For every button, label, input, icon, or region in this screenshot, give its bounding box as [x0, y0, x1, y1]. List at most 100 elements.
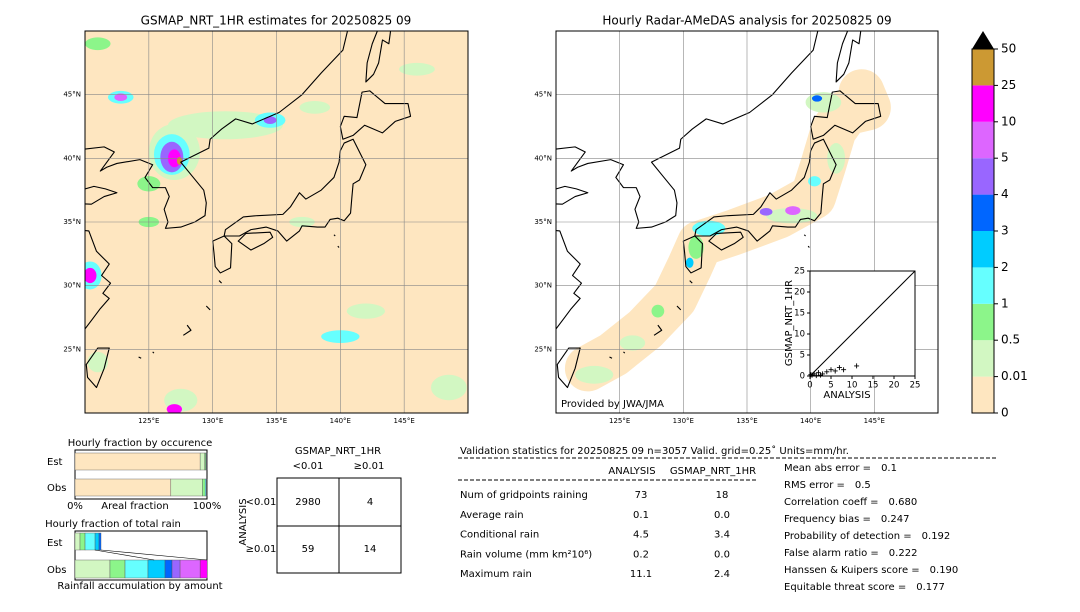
scatter-point [836, 365, 842, 371]
panel-title: Hourly fraction by occurence [68, 438, 212, 449]
panel-title: Hourly fraction of total rain [45, 519, 181, 530]
row-label: Obs [47, 565, 66, 576]
x-tick-label: 100% [193, 501, 222, 512]
stat-value: 0.1 [633, 510, 649, 521]
lat-tick-label: 40°N [63, 154, 81, 162]
colorbar-segment [972, 267, 994, 304]
row-label: Est [47, 457, 63, 468]
lon-tick-label: 145°E [394, 417, 415, 425]
table-title: GSMAP_NRT_1HR [295, 446, 381, 457]
fraction-segment [79, 532, 86, 551]
scatter-point [820, 371, 826, 377]
col-label: ≥0.01 [354, 461, 385, 472]
stats-header: Validation statistics for 20250825 09 n=… [460, 445, 849, 457]
map-frame [555, 30, 939, 414]
y-tick-label: 20 [794, 288, 805, 298]
lon-tick-label: 130°E [202, 417, 223, 425]
score-label: RMS error = [784, 480, 845, 491]
map-title: GSMAP_NRT_1HR estimates for 20250825 09 [141, 14, 412, 28]
x-tick-label: 0% [67, 501, 83, 512]
scatter-point [813, 373, 819, 379]
colorbar-label: 2 [1001, 260, 1009, 274]
colorbar-segment [972, 303, 994, 341]
x-tick-label: 20 [889, 381, 900, 391]
stat-value: 73 [635, 490, 648, 501]
row-label: Est [47, 538, 63, 549]
table-cell: 4 [367, 497, 373, 508]
stat-label: Conditional rain [460, 530, 539, 541]
lat-tick-label: 30°N [534, 282, 552, 290]
lat-tick-label: 45°N [534, 91, 552, 99]
score-label: False alarm ratio = [784, 548, 879, 559]
table-cell: 2980 [295, 497, 320, 508]
y-tick-label: 10 [794, 330, 805, 340]
lon-tick-label: 140°E [330, 417, 351, 425]
lat-tick-label: 30°N [63, 282, 81, 290]
table-cell: 14 [364, 544, 377, 555]
score-value: 0.247 [881, 514, 910, 525]
fraction-segment [171, 559, 181, 579]
score-value: 0.190 [930, 565, 959, 576]
colorbar-label: 3 [1001, 224, 1009, 238]
fraction-segment [74, 452, 201, 471]
score-label: Correlation coeff = [784, 497, 879, 508]
map-frame [84, 30, 469, 414]
lat-tick-label: 35°N [63, 218, 81, 226]
fraction-segment [74, 532, 81, 551]
row-title: ANALYSIS [238, 498, 249, 545]
x-tick-label: 5 [828, 381, 833, 391]
fraction-segment [147, 559, 166, 579]
lon-tick-label: 125°E [609, 417, 630, 425]
y-axis-label: GSMAP_NRT_1HR [784, 280, 795, 366]
fraction-segment [74, 559, 111, 579]
score-value: 0.177 [916, 582, 945, 593]
y-tick-label: 0 [800, 372, 805, 382]
score-label: Equitable threat score = [784, 582, 906, 593]
fraction-segment [202, 478, 206, 497]
stat-label: Rain volume (mm km²10⁶) [460, 549, 592, 560]
colorbar-label: 10 [1001, 114, 1016, 128]
fraction-segment [74, 478, 172, 497]
table-cell: 59 [302, 544, 315, 555]
bar-axis [74, 449, 208, 500]
x-tick-label: 25 [910, 381, 921, 391]
scatter-point [824, 369, 830, 375]
lon-tick-label: 135°E [736, 417, 757, 425]
stat-value: 2.4 [714, 569, 730, 580]
stat-value: 0.2 [633, 549, 649, 560]
scatter-point [815, 370, 821, 376]
row-label: Obs [47, 483, 66, 494]
fraction-segment [94, 532, 100, 551]
stat-value: 0.0 [714, 549, 730, 560]
lat-tick-label: 35°N [534, 218, 552, 226]
lon-tick-label: 125°E [138, 417, 159, 425]
scatter-point [854, 363, 860, 369]
colorbar-segment [972, 49, 994, 86]
lat-tick-label: 45°N [63, 91, 81, 99]
score-label: Hanssen & Kuipers score = [784, 565, 920, 576]
fraction-segment [199, 559, 208, 579]
scatter-point [828, 367, 834, 373]
score-label: Frequency bias = [784, 514, 871, 525]
x-tick-label: 0 [807, 381, 812, 391]
stat-value: 18 [716, 490, 729, 501]
credit: Provided by JWA/JMA [561, 399, 664, 410]
gsmap-map [85, 31, 468, 413]
x-tick-label: 15 [868, 381, 879, 391]
y-tick-label: 25 [794, 267, 805, 277]
fraction-segment [84, 532, 96, 551]
score-value: 0.5 [855, 480, 871, 491]
stat-value: 0.0 [714, 510, 730, 521]
panel-footer: Rainfall accumulation by amount [57, 581, 222, 592]
stat-value: 11.1 [630, 569, 652, 580]
colorbar-label: 50 [1001, 42, 1016, 56]
stat-label: Average rain [460, 510, 524, 521]
lon-tick-label: 140°E [800, 417, 821, 425]
fraction-segment [170, 478, 203, 497]
connector [94, 549, 155, 561]
bar-axis [74, 530, 208, 581]
scatter-point [832, 368, 838, 374]
y-tick-label: 5 [800, 351, 805, 361]
lat-tick-label: 25°N [534, 345, 552, 353]
colorbar-segment [972, 194, 994, 231]
